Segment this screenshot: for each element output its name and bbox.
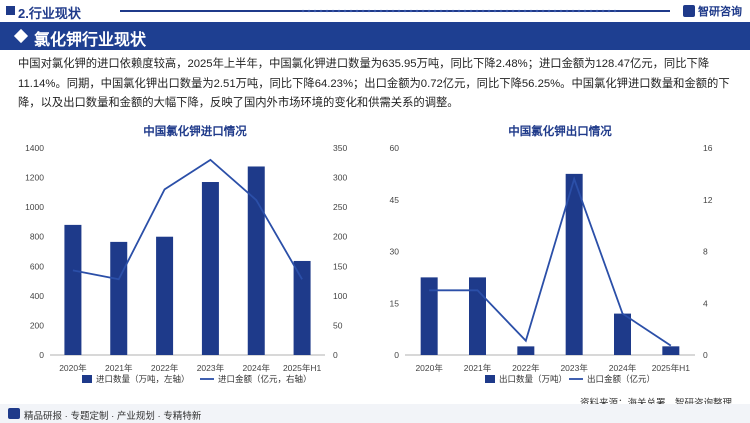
left-tick-label: 0 (39, 350, 44, 360)
line-series (72, 158, 303, 281)
right-tick-label: 0 (333, 350, 338, 360)
bar (110, 241, 128, 355)
bar (247, 166, 265, 355)
export-chart: 0 15 30 45 60 0 4 8 12 16 2020年 2021年 2022年 2023年 2024… (390, 143, 713, 384)
legend-bar-label: 出口数量（万吨） (499, 374, 567, 384)
right-tick-label: 0 (703, 350, 708, 360)
left-tick-label: 0 (394, 350, 399, 360)
right-tick-label: 50 (333, 320, 343, 330)
right-tick-label: 150 (333, 261, 347, 271)
bar (64, 224, 82, 355)
export-chart-title: 中国氯化钾出口情况 (508, 126, 612, 138)
brand: 智研咨询 (683, 3, 742, 19)
legend-bar-swatch (485, 375, 495, 383)
right-tick-label: 4 (703, 298, 708, 308)
left-tick-label: 1200 (25, 173, 44, 183)
category-label: 2021年 (464, 363, 492, 373)
footer-slogan: 精品研报 · 专题定制 · 产业规划 · 专精特新 (24, 411, 202, 422)
top-bar: 2.行业现状 智研咨询 (0, 0, 750, 22)
legend: 出口数量（万吨） 出口金额（亿元） (485, 374, 655, 384)
category-label: 2023年 (197, 363, 225, 373)
right-tick-label: 300 (333, 173, 347, 183)
right-tick-label: 16 (703, 143, 713, 153)
footer-bar (0, 404, 750, 423)
left-tick-label: 600 (30, 261, 44, 271)
right-tick-label: 8 (703, 247, 708, 257)
category-label: 2025年H1 (283, 363, 322, 373)
footer: 精品研报 · 专题定制 · 产业规划 · 专精特新 (0, 404, 750, 423)
left-tick-label: 800 (30, 232, 44, 242)
brand-name: 智研咨询 (698, 6, 742, 18)
bar (517, 346, 535, 355)
right-tick-label: 350 (333, 143, 347, 153)
title-banner: 氯化钾行业现状 (0, 22, 750, 50)
category-label: 2021年 (105, 363, 133, 373)
bar (662, 346, 680, 355)
right-tick-label: 200 (333, 232, 347, 242)
right-tick-label: 250 (333, 202, 347, 212)
left-tick-label: 30 (390, 247, 400, 257)
legend-bar-label: 进口数量（万吨，左轴） (96, 374, 190, 384)
import-chart: 0 200 400 600 800 1000 1200 1400 0 50 100 150 200 250… (25, 143, 347, 384)
category-label: 2025年H1 (652, 363, 691, 373)
summary-paragraph: 中国对氯化钾的进口依赖度较高，2025年上半年，中国氯化钾进口数量为635.95… (18, 58, 730, 109)
legend-line-label: 进口金额（亿元，右轴） (218, 374, 312, 384)
category-label: 2020年 (415, 363, 443, 373)
bar (565, 173, 583, 355)
header-dot-pattern (300, 8, 620, 14)
line-series (429, 176, 672, 347)
bar (201, 182, 219, 355)
right-tick-label: 100 (333, 291, 347, 301)
legend-line-label: 出口金额（亿元） (587, 374, 655, 384)
brand-logo-icon (683, 5, 695, 17)
category-label: 2024年 (609, 363, 637, 373)
page-title: 氯化钾行业现状 (34, 32, 147, 49)
left-tick-label: 15 (390, 298, 400, 308)
bar (469, 277, 486, 355)
right-tick-label: 12 (703, 195, 713, 205)
legend-bar-swatch (82, 375, 92, 383)
diamond-icon (13, 28, 29, 44)
category-label: 2022年 (151, 363, 179, 373)
bar (293, 260, 311, 355)
left-tick-label: 45 (390, 195, 400, 205)
left-tick-label: 200 (30, 320, 44, 330)
bar (156, 236, 174, 355)
category-label: 2023年 (560, 363, 588, 373)
legend: 进口数量（万吨，左轴） 进口金额（亿元，右轴） (82, 374, 312, 384)
bar (420, 277, 438, 355)
import-chart-title: 中国氯化钾进口情况 (143, 126, 247, 138)
source-note: 资料来源：海关总署、智研咨询整理 (580, 395, 732, 409)
footer-logo-icon (8, 408, 20, 419)
section-marker (6, 6, 15, 15)
category-label: 2024年 (243, 363, 271, 373)
bar (614, 313, 631, 355)
category-label: 2022年 (512, 363, 540, 373)
category-label: 2020年 (59, 363, 87, 373)
left-tick-label: 1400 (25, 143, 44, 153)
section-title: 2.行业现状 (18, 6, 81, 21)
left-tick-label: 1000 (25, 202, 44, 212)
left-tick-label: 60 (390, 143, 400, 153)
left-tick-label: 400 (30, 291, 44, 301)
